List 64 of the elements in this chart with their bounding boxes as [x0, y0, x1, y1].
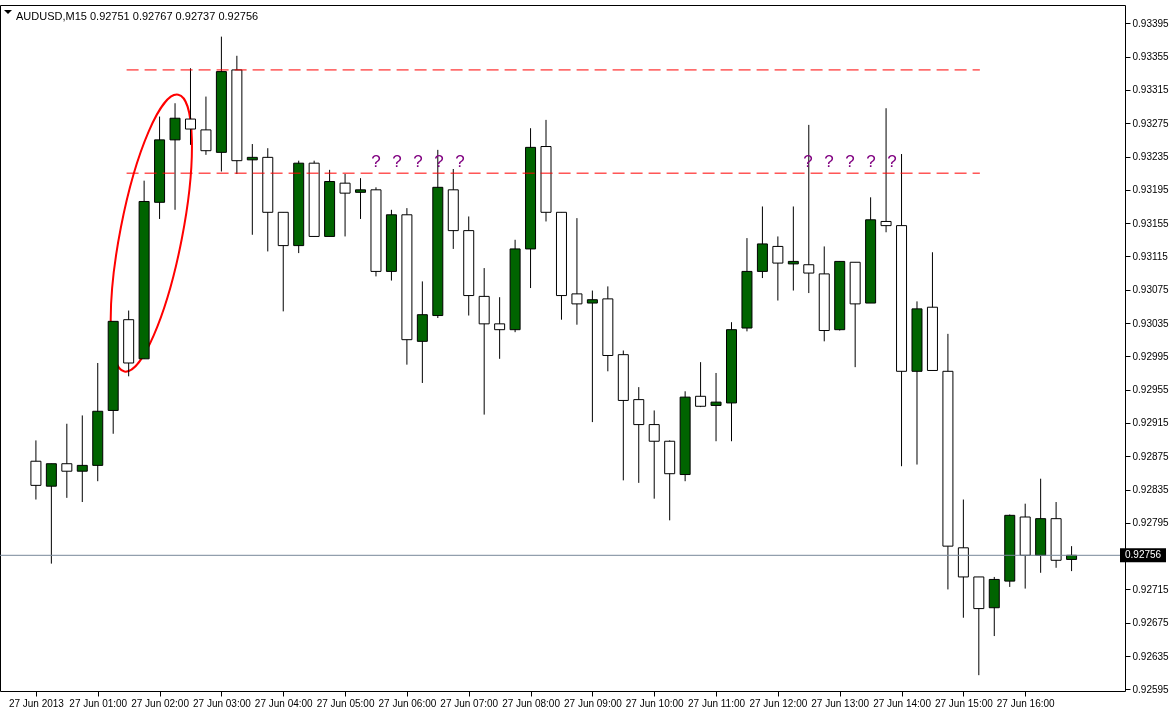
candlestick [695, 361, 707, 408]
x-tick-label: 27 Jun 13:00 [811, 697, 870, 709]
y-tick-label: 0.92635 [1132, 650, 1170, 662]
annotation: ? [887, 152, 897, 171]
x-tick-label: 27 Jun 11:00 [688, 697, 746, 709]
y-tick-label: 0.92995 [1132, 350, 1170, 362]
x-tick-label: 27 Jun 03:00 [192, 697, 252, 709]
x-tick-label: 27 Jun 04:00 [254, 697, 314, 709]
annotation: ? [866, 152, 876, 171]
annotation: ? [371, 152, 381, 171]
candlestick [45, 463, 57, 565]
y-tick-label: 0.93315 [1132, 84, 1170, 96]
y-tick-label: 0.92835 [1132, 484, 1170, 496]
candlestick [787, 205, 799, 292]
annotation: ? [845, 152, 855, 171]
candlestick [772, 235, 784, 302]
y-tick-label: 0.93395 [1132, 17, 1170, 29]
y-tick-label: 0.92715 [1132, 583, 1170, 595]
x-tick-label: 27 Jun 14:00 [873, 697, 932, 709]
x-tick-label: 27 Jun 09:00 [563, 697, 623, 709]
annotation: ? [413, 152, 423, 171]
x-tick-label: 27 Jun 15:00 [934, 697, 994, 709]
x-tick-label: 27 Jun 08:00 [502, 697, 561, 709]
annotation: ? [824, 152, 834, 171]
y-tick-label: 0.93355 [1132, 51, 1170, 63]
y-tick-label: 0.93035 [1132, 317, 1170, 329]
candlestick [61, 423, 73, 499]
x-tick-label: 27 Jun 05:00 [316, 697, 375, 709]
x-tick-label: 27 Jun 10:00 [625, 697, 685, 709]
candlestick [571, 217, 583, 326]
y-tick-label: 0.92875 [1132, 450, 1170, 462]
y-tick-label: 0.93075 [1132, 284, 1170, 296]
y-tick-label: 0.93115 [1132, 250, 1169, 262]
candlestick [710, 372, 722, 442]
y-tick-label: 0.92915 [1132, 417, 1170, 429]
candlestick [355, 177, 367, 220]
y-tick-label: 0.92595 [1132, 683, 1170, 695]
x-tick-label: 27 Jun 16:00 [996, 697, 1056, 709]
x-tick-label: 27 Jun 2013 [8, 697, 65, 709]
x-tick-label: 27 Jun 07:00 [440, 697, 499, 709]
candlestick [648, 409, 660, 500]
x-tick-label: 27 Jun 12:00 [749, 697, 808, 709]
x-tick-label: 27 Jun 06:00 [378, 697, 437, 709]
y-tick-label: 0.93275 [1132, 117, 1170, 129]
y-tick-label: 0.93235 [1132, 151, 1170, 163]
annotation: ? [392, 152, 402, 171]
x-tick-label: 27 Jun 02:00 [131, 697, 190, 709]
y-tick-label: 0.93195 [1132, 184, 1170, 196]
candlestick [200, 96, 212, 156]
ref-line-label: 0.92756 [1125, 549, 1162, 561]
chart-title: AUDUSD,M15 0.92751 0.92767 0.92737 0.92756 [16, 10, 259, 22]
y-tick-label: 0.92675 [1132, 617, 1170, 629]
y-tick-label: 0.92795 [1132, 517, 1170, 529]
candlestick [76, 414, 88, 503]
candlestick [586, 290, 598, 423]
candlestick [494, 296, 506, 360]
x-tick-label: 27 Jun 01:00 [69, 697, 128, 709]
candlestick [803, 124, 815, 294]
candlestick [339, 173, 351, 237]
annotation: ? [455, 152, 465, 171]
y-tick-label: 0.93155 [1132, 217, 1170, 229]
candlestick [184, 67, 196, 146]
y-tick-label: 0.92955 [1132, 384, 1170, 396]
candlestick [169, 102, 181, 211]
